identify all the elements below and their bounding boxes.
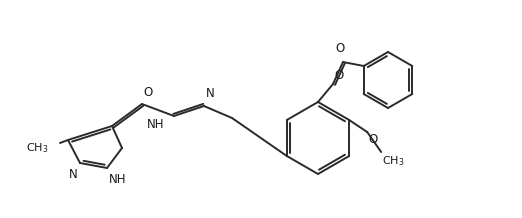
Text: NH: NH	[109, 173, 126, 186]
Text: O: O	[335, 42, 345, 55]
Text: CH$_3$: CH$_3$	[382, 154, 405, 168]
Text: NH: NH	[147, 118, 165, 131]
Text: CH$_3$: CH$_3$	[26, 141, 48, 155]
Text: N: N	[206, 87, 215, 100]
Text: N: N	[69, 168, 78, 181]
Text: O: O	[334, 69, 343, 82]
Text: O: O	[143, 86, 152, 99]
Text: O: O	[368, 133, 377, 146]
